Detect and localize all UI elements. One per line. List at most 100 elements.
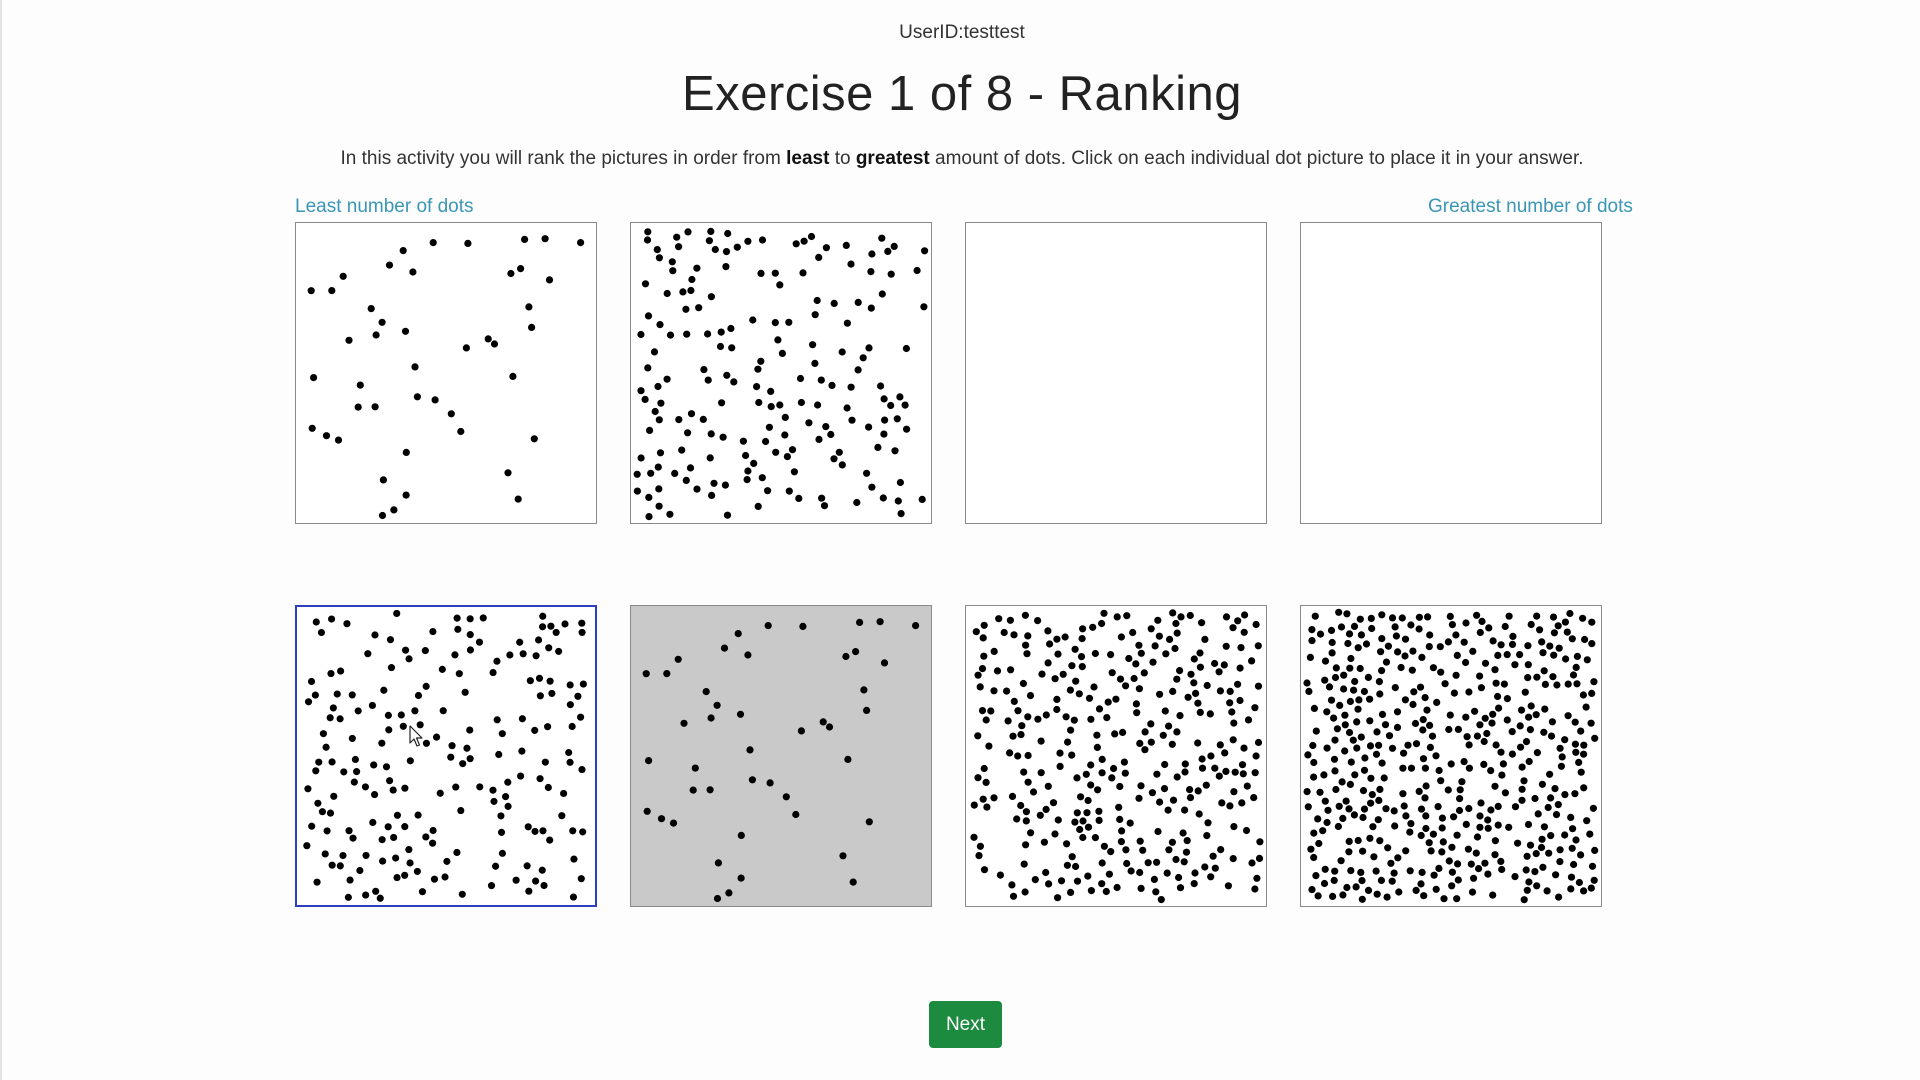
answer-slot-4[interactable] [1300,222,1602,524]
dot [578,628,586,637]
dot [1372,750,1381,758]
dot [633,470,641,478]
dot [1147,625,1155,633]
dot [1421,694,1429,702]
dot [1335,608,1343,616]
dot [1589,804,1597,812]
dot [1489,891,1497,899]
dot [854,366,862,374]
answer-slot-2[interactable] [630,222,932,524]
dot [774,336,782,344]
dot [643,236,652,244]
dot [1220,661,1228,669]
dot [1448,843,1456,851]
dot [830,299,838,307]
dot [1411,719,1420,728]
dot [896,478,904,487]
dot [1505,823,1513,831]
dot [1075,690,1083,698]
dot [1460,758,1468,766]
dot [1066,686,1074,694]
dot [1445,857,1453,865]
dot [490,797,498,805]
dot [304,698,313,706]
dot [785,318,793,326]
dot [455,670,463,678]
dot [1236,664,1244,672]
dot [1487,767,1495,775]
dot [1135,794,1143,802]
dot [1082,770,1090,778]
dot [1186,611,1194,620]
dot-picture-choice-4[interactable] [1300,605,1602,907]
dot [1122,846,1130,854]
dot [372,887,380,895]
dot [736,710,745,718]
dot [1572,748,1580,756]
dot [1022,641,1030,649]
dot [814,401,822,409]
dot [1353,744,1361,752]
dot [1432,752,1440,760]
dot [1198,755,1206,763]
dot [521,235,529,243]
dot [1179,829,1187,837]
dot [838,348,846,356]
dot [380,686,388,694]
dot [1481,659,1490,667]
dot [1499,760,1507,768]
dot [1481,859,1489,867]
dot [1444,638,1452,646]
dot [983,803,991,811]
dot [466,615,474,623]
dot [1173,773,1181,781]
dot [1446,612,1454,620]
dot [644,364,652,372]
dot [1238,799,1246,807]
answer-slot-1[interactable] [295,222,597,524]
dot [1315,839,1323,848]
dot-picture-choice-2[interactable] [630,605,932,907]
dot [406,859,414,867]
dot [1448,882,1456,890]
dot [1154,616,1162,624]
dot [566,681,574,689]
dot [1098,619,1106,628]
dot [1254,642,1262,650]
dot [1511,803,1520,811]
dot-picture-choice-3[interactable] [965,605,1267,907]
dot [707,227,715,235]
dot [1345,848,1353,856]
dot [815,435,823,443]
dot [1562,655,1570,663]
dot [1186,786,1194,794]
dot [1252,620,1260,629]
dot [399,247,407,255]
dot [1491,851,1499,859]
dot [1383,893,1391,901]
dot [1168,740,1176,748]
dot [1038,670,1046,678]
dot [1175,873,1183,882]
dot [1159,731,1167,739]
dot [1132,700,1140,708]
dot [1554,801,1562,809]
dot [641,280,650,288]
dot [1525,713,1533,721]
dot [361,783,370,791]
dot [1105,870,1113,878]
dot-picture-choice-1[interactable] [295,605,597,907]
dot [1309,741,1317,750]
dot [795,494,803,502]
dot [643,807,651,815]
dot [1072,677,1080,685]
dot [867,304,875,312]
answer-slot-3[interactable] [965,222,1267,524]
dot [1341,711,1349,719]
dot [343,620,351,628]
dot [1006,749,1014,757]
dot [514,495,522,503]
dot [1573,652,1581,660]
next-button[interactable]: Next [929,1001,1002,1048]
dot [1404,741,1412,749]
